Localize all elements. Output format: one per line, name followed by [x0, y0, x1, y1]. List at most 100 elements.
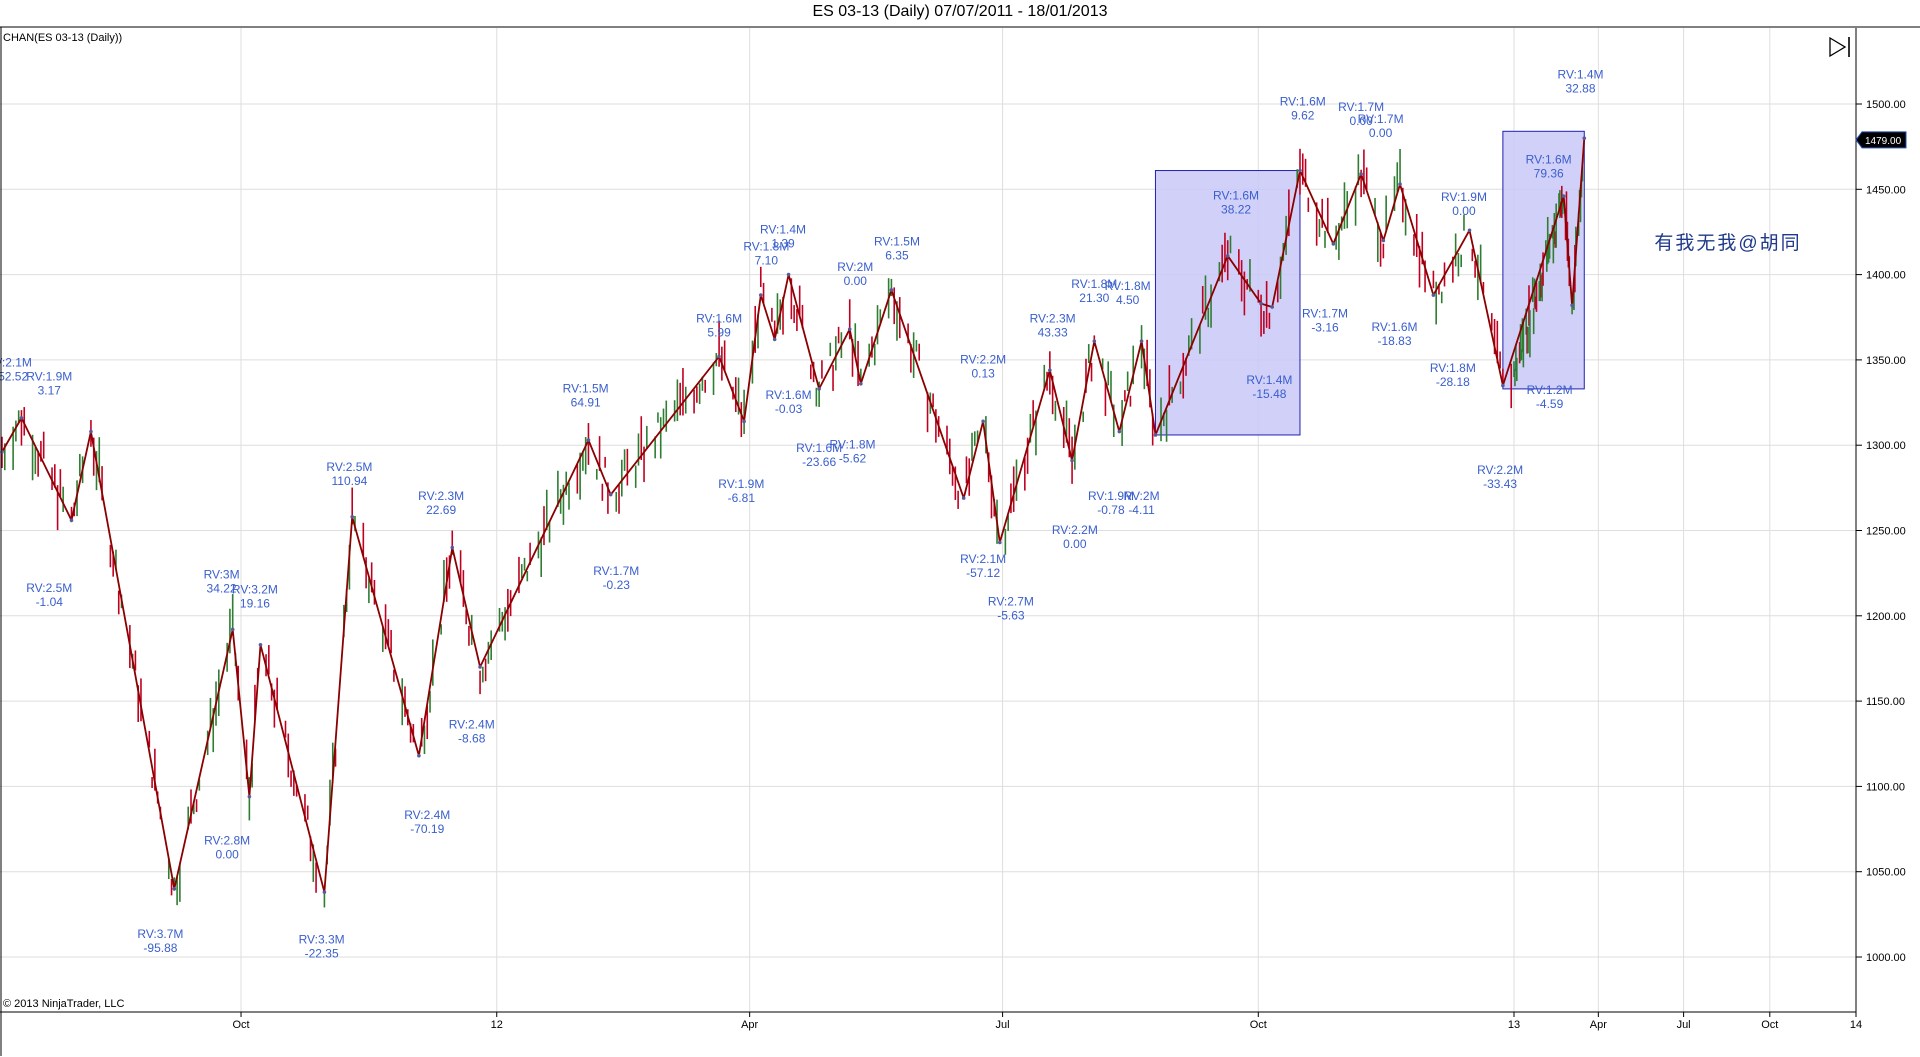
zigzag-vertex: [981, 419, 985, 424]
rv-value: -4.59: [1536, 397, 1564, 411]
zigzag-vertex: [322, 890, 327, 894]
rv-label: RV:1.4M: [760, 223, 806, 237]
zigzag-vertex: [1467, 228, 1472, 233]
axes: 1000.00 1050.00 1100.00 1150.00 1200.00 1250.…: [0, 26, 1920, 1056]
rv-label: RV:1.9M: [1441, 190, 1487, 204]
x-tick-label: 13: [1508, 1019, 1520, 1031]
rv-value: 6.35: [885, 249, 909, 263]
rv-value: 5.99: [707, 325, 731, 339]
rv-value: -3.16: [1311, 320, 1339, 334]
zigzag-vertex: [1501, 383, 1505, 388]
scroll-to-end-icon[interactable]: [1829, 36, 1850, 58]
rv-value: 3.17: [38, 383, 62, 397]
rv-value: 32.88: [1566, 81, 1596, 95]
zigzag-vertex: [859, 381, 863, 386]
zigzag-vertex: [230, 627, 235, 632]
rv-value: -70.19: [410, 822, 444, 836]
zigzag-vertex: [417, 753, 421, 758]
play-triangle-icon: [1829, 36, 1847, 58]
rv-value: -4.11: [1128, 503, 1155, 517]
y-tick-label: 1500.00: [1866, 99, 1906, 111]
y-tick-label: 1450.00: [1866, 184, 1906, 196]
rv-label: RV:1.7M: [593, 564, 639, 578]
indicator-label: CHAN(ES 03-13 (Daily)): [3, 32, 123, 44]
rv-label: RV:3M: [204, 567, 240, 581]
nav-layer[interactable]: [1829, 36, 1850, 58]
rv-label: RV:3.7M: [137, 927, 183, 941]
rv-value: -0.78: [1097, 503, 1125, 517]
rv-label: RV:2.5M: [326, 460, 372, 474]
rv-value: 0.00: [1369, 126, 1393, 140]
chart-title: ES 03-13 (Daily) 07/07/2011 - 18/01/2013: [812, 3, 1108, 20]
rv-label: RV:1.7M: [1338, 100, 1384, 114]
zigzag-vertex: [1298, 168, 1302, 173]
rv-value: 19.16: [240, 597, 270, 611]
rv-label: RV:1.4M: [1558, 67, 1604, 81]
zigzag-vertex: [172, 886, 177, 891]
zigzag-vertex: [1570, 303, 1574, 308]
rv-label: RV:1.6M: [1280, 95, 1326, 109]
zigzag-vertex: [1398, 182, 1402, 186]
zigzag-vertex: [247, 794, 252, 799]
x-tick-label: Oct: [1250, 1019, 1267, 1031]
zigzag-vertex: [1431, 293, 1436, 297]
rv-value: -5.63: [997, 609, 1025, 623]
rv-label: RV:2.1M: [960, 552, 1006, 566]
rv-label: RV:2.5M: [26, 581, 72, 595]
rv-value: 0.13: [971, 366, 995, 380]
rv-label: RV:2.2M: [1477, 463, 1523, 477]
y-tick-label: 1100.00: [1866, 781, 1905, 793]
rv-label: RV:2.2M: [1052, 523, 1098, 537]
rv-value: -8.68: [458, 731, 486, 745]
x-tick-label: Jul: [996, 1019, 1010, 1031]
rv-label: RV:2.4M: [404, 808, 450, 822]
zigzag-vertex: [889, 288, 894, 292]
rv-value: -0.03: [775, 402, 803, 416]
zigzag-vertex: [1092, 339, 1097, 343]
copyright-label: © 2013 NinjaTrader, LLC: [3, 998, 125, 1010]
zigzag-vertex: [1359, 172, 1363, 176]
rv-value: 43.33: [1038, 325, 1068, 339]
zigzag-vertex: [1070, 458, 1074, 463]
zigzag-vertex: [1331, 242, 1336, 246]
rv-label: RV:1.8M: [829, 438, 875, 452]
rv-label: RV:1.8M: [743, 240, 789, 254]
rv-value: 52.52: [0, 370, 28, 384]
rv-label: RV:2.3M: [1030, 311, 1076, 325]
rv-value: 22.69: [426, 503, 456, 517]
rv-label: RV:1.5M: [563, 381, 609, 395]
zigzag-vertex: [608, 492, 613, 497]
rv-label: RV:1.6M: [1371, 320, 1417, 334]
rv-value: 0.00: [215, 847, 239, 861]
zigzag-vertex: [847, 327, 852, 331]
rv-value: 0.00: [844, 274, 868, 288]
rv-label: RV:3.2M: [232, 583, 278, 597]
zigzag-layer: [0, 136, 1587, 894]
rv-value: 110.94: [332, 474, 368, 488]
zigzag-vertex: [1117, 429, 1122, 434]
rv-label: RV:1.7M: [1302, 306, 1348, 320]
zigzag-vertex: [258, 643, 263, 647]
rv-value: 0.00: [1063, 537, 1087, 551]
x-tick-label: 12: [491, 1019, 503, 1031]
rv-value: -18.83: [1377, 334, 1411, 348]
rv-value: -5.62: [839, 452, 867, 466]
rv-value: 38.22: [1221, 203, 1251, 217]
zigzag-vertex: [450, 545, 455, 550]
zigzag-vertex: [19, 416, 24, 420]
chart-background: [0, 25, 1920, 1057]
rv-value: 4.50: [1116, 293, 1140, 307]
y-tick-label: 1200.00: [1866, 611, 1906, 623]
rv-value: 7.10: [755, 254, 779, 268]
rv-label: RV:2.4M: [449, 717, 495, 731]
rv-label: RV:1.8M: [1105, 279, 1151, 293]
watermark-text: 有我无我@胡同: [1654, 232, 1801, 254]
rv-label: RV:3.3M: [299, 932, 345, 946]
rv-label: RV:1.9M: [26, 369, 72, 383]
rv-label: RV:1.8M: [1071, 277, 1117, 291]
zigzag-vertex: [998, 540, 1002, 545]
rv-value: 0.00: [1349, 114, 1373, 128]
rv-label: RV:2.2M: [960, 352, 1006, 366]
rv-value: -33.43: [1483, 477, 1517, 491]
